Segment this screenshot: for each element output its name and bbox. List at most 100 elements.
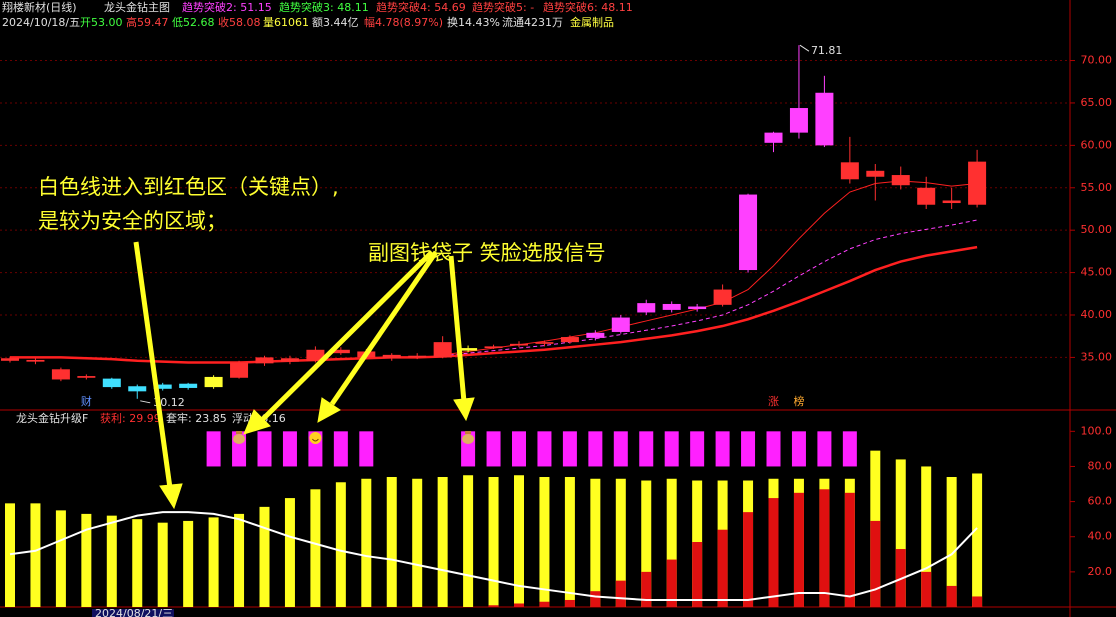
inner-bar <box>972 596 983 607</box>
candle-body <box>739 194 758 271</box>
candle-body <box>815 92 834 146</box>
candle-body <box>306 349 325 361</box>
candle-body <box>51 369 70 380</box>
line-series <box>9 511 978 601</box>
bar <box>310 489 321 607</box>
candle-body <box>662 303 681 310</box>
signal-bar <box>333 431 348 467</box>
y-tick-label: 45.00 <box>1081 266 1113 279</box>
arrow-head <box>453 397 475 422</box>
quote-field: 高59.47 <box>126 15 169 29</box>
trend-value: 趋势突破5: - <box>472 0 534 14</box>
candle-body <box>26 359 45 362</box>
candle-body <box>560 337 579 343</box>
signal-bar <box>690 431 705 467</box>
bar <box>208 517 219 607</box>
y-tick-label: 80.0 <box>1088 459 1113 472</box>
bar <box>921 466 932 607</box>
candle-body <box>153 384 172 389</box>
bar <box>361 478 372 607</box>
candle-body <box>1 358 19 361</box>
candle-body <box>637 303 656 313</box>
bar <box>590 478 601 607</box>
candle-body <box>280 358 299 362</box>
plot: 35.00 40.00 45.00 50.00 55.00 60.00 65.00 70.00… <box>0 44 1112 617</box>
indicator-stat: 获利: 29.99 <box>100 412 161 425</box>
inner-bar <box>564 599 575 607</box>
signal-bar <box>715 431 730 467</box>
bar <box>284 498 295 607</box>
candle-body <box>942 200 961 204</box>
y-tick-label: 20.0 <box>1088 565 1113 578</box>
inner-bar <box>615 580 626 607</box>
candle-body <box>102 378 121 388</box>
inner-bar <box>768 498 779 607</box>
signal-bar <box>766 431 781 467</box>
y-tick-label: 70.00 <box>1081 54 1113 67</box>
line-series <box>442 180 978 356</box>
signal-bar <box>206 431 221 467</box>
high-label: 71.81 <box>811 44 843 57</box>
candle-body <box>433 342 452 358</box>
smile-mouth <box>312 438 319 442</box>
bar <box>514 475 524 607</box>
candle-body <box>408 355 427 358</box>
y-tick-label: 40.0 <box>1088 530 1113 543</box>
bar <box>81 513 92 607</box>
bar <box>30 503 41 607</box>
quote-field: 低52.68 <box>172 16 215 29</box>
candle-body <box>840 162 859 180</box>
candle-body <box>128 386 147 392</box>
arrow <box>260 250 434 422</box>
candle-body <box>510 343 528 346</box>
inner-bar <box>666 559 677 607</box>
trend-value: 趋势突破2: 51.15 <box>182 0 272 14</box>
bar <box>564 477 575 607</box>
indicator-name[interactable]: 龙头金钻主图 <box>104 0 170 14</box>
inner-bar <box>743 512 754 607</box>
bar <box>5 503 15 607</box>
arrow <box>448 255 467 403</box>
inner-bar <box>870 520 881 607</box>
header: 翔楼新材(日线) 龙头金钻主图 趋势突破2: 51.15 趋势突破3: 48.1… <box>2 0 633 29</box>
bar <box>463 475 474 607</box>
candle-body <box>968 161 987 205</box>
candle-body <box>917 187 936 205</box>
y-tick-label: 60.0 <box>1088 495 1113 508</box>
candle-body <box>891 175 910 186</box>
bar <box>539 477 550 607</box>
candle-body <box>713 289 732 305</box>
y-tick-label: 65.00 <box>1081 96 1113 109</box>
stock-name: 翔楼新材(日线) <box>2 0 77 14</box>
bar <box>55 510 66 607</box>
bar <box>437 477 448 607</box>
bar <box>234 513 245 607</box>
arrow-head <box>159 483 183 510</box>
signal-bar <box>359 431 374 467</box>
bar <box>972 473 983 607</box>
signal-bar <box>512 431 526 467</box>
y-tick-label: 100.0 <box>1081 424 1113 437</box>
quote-field: 幅4.78(8.97%) <box>364 16 443 29</box>
date-box <box>92 609 174 617</box>
bar <box>386 477 397 607</box>
bar <box>132 519 143 607</box>
smile-icon <box>309 432 322 444</box>
quote-field: 收58.08 <box>218 15 261 29</box>
signal-bar <box>639 431 654 467</box>
bar <box>259 506 270 607</box>
arrows <box>133 241 475 510</box>
inner-bar <box>946 585 957 607</box>
quote-field: 量61061 <box>263 16 309 29</box>
y-tick-label: 55.00 <box>1081 181 1113 194</box>
inner-bar <box>514 603 524 607</box>
bar <box>895 459 906 607</box>
signal-bar <box>537 431 552 467</box>
candle-body <box>586 332 605 338</box>
indicator-stat: 套牢: 23.85 <box>166 411 227 425</box>
annotation: 是较为安全的区域； <box>38 209 227 233</box>
line-series <box>10 245 978 364</box>
quote-field: 换14.43% <box>447 15 500 29</box>
marker-label: 榜 <box>793 394 804 408</box>
